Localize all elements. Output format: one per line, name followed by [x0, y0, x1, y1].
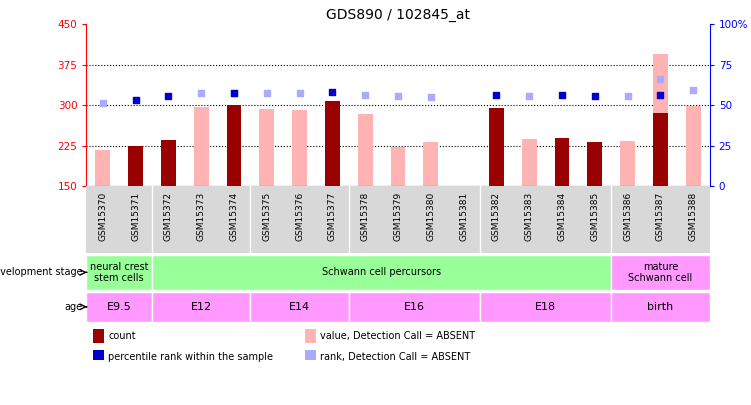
Point — [654, 91, 666, 98]
Bar — [555, 138, 569, 186]
Bar — [161, 141, 176, 186]
Text: GSM15381: GSM15381 — [459, 192, 468, 241]
Bar — [86, 255, 152, 290]
Text: E16: E16 — [404, 302, 425, 312]
Point — [261, 90, 273, 97]
Bar — [92, 350, 104, 363]
Text: GSM15377: GSM15377 — [328, 192, 337, 241]
Point — [130, 97, 142, 103]
Bar — [305, 330, 315, 343]
Text: GSM15387: GSM15387 — [656, 192, 665, 241]
Point — [687, 87, 699, 94]
Bar — [325, 101, 339, 186]
Bar — [489, 108, 504, 186]
Bar — [611, 255, 710, 290]
Bar — [653, 54, 668, 186]
Bar — [194, 107, 209, 186]
Text: GSM15371: GSM15371 — [131, 192, 140, 241]
Bar — [587, 142, 602, 186]
Text: E9.5: E9.5 — [107, 302, 131, 312]
Bar — [620, 141, 635, 186]
Bar — [391, 147, 406, 186]
Text: GSM15383: GSM15383 — [525, 192, 534, 241]
Text: GSM15374: GSM15374 — [230, 192, 239, 241]
Text: count: count — [108, 331, 136, 341]
Bar — [92, 330, 104, 343]
Point — [425, 94, 437, 100]
Point — [195, 90, 207, 96]
Text: GSM15372: GSM15372 — [164, 192, 173, 241]
Text: GSM15378: GSM15378 — [360, 192, 369, 241]
Text: age: age — [65, 302, 83, 312]
Text: rank, Detection Call = ABSENT: rank, Detection Call = ABSENT — [320, 352, 470, 362]
Bar — [348, 292, 480, 322]
Text: GSM15388: GSM15388 — [689, 192, 698, 241]
Point — [294, 90, 306, 97]
Point — [523, 92, 535, 99]
Bar — [424, 142, 439, 186]
Bar — [653, 113, 668, 186]
Point — [622, 92, 634, 99]
Point — [162, 93, 174, 99]
Point — [97, 99, 109, 106]
Bar — [86, 292, 152, 322]
Point — [228, 90, 240, 97]
Text: value, Detection Call = ABSENT: value, Detection Call = ABSENT — [320, 331, 475, 341]
Text: birth: birth — [647, 302, 674, 312]
Text: GSM15376: GSM15376 — [295, 192, 304, 241]
Bar — [357, 115, 372, 186]
Text: percentile rank within the sample: percentile rank within the sample — [108, 352, 273, 362]
Bar — [250, 292, 348, 322]
Bar — [522, 139, 537, 186]
Bar — [259, 109, 274, 186]
Text: GSM15384: GSM15384 — [557, 192, 566, 241]
Bar — [686, 107, 701, 186]
Text: GSM15370: GSM15370 — [98, 192, 107, 241]
Bar — [227, 105, 241, 186]
Text: GSM15382: GSM15382 — [492, 192, 501, 241]
Point — [392, 92, 404, 99]
Bar — [305, 350, 315, 363]
Text: GSM15386: GSM15386 — [623, 192, 632, 241]
Text: E18: E18 — [535, 302, 556, 312]
Bar — [128, 146, 143, 186]
Title: GDS890 / 102845_at: GDS890 / 102845_at — [326, 8, 470, 22]
Text: E12: E12 — [191, 302, 212, 312]
Text: GSM15380: GSM15380 — [427, 192, 436, 241]
Text: GSM15375: GSM15375 — [262, 192, 271, 241]
Point — [589, 93, 601, 99]
Text: development stage: development stage — [0, 267, 83, 277]
Point — [327, 89, 339, 95]
Text: mature
Schwann cell: mature Schwann cell — [629, 262, 692, 283]
Point — [556, 91, 568, 98]
Text: GSM15373: GSM15373 — [197, 192, 206, 241]
Text: Schwann cell percursors: Schwann cell percursors — [322, 267, 441, 277]
Text: E14: E14 — [289, 302, 310, 312]
Point — [490, 91, 502, 98]
Bar — [152, 292, 250, 322]
Bar — [95, 149, 110, 186]
Point — [228, 90, 240, 96]
Bar — [611, 292, 710, 322]
Point — [654, 76, 666, 83]
Text: GSM15379: GSM15379 — [394, 192, 403, 241]
Text: GSM15385: GSM15385 — [590, 192, 599, 241]
Bar — [480, 292, 611, 322]
Bar — [152, 255, 611, 290]
Bar — [292, 110, 307, 186]
Text: neural crest
stem cells: neural crest stem cells — [90, 262, 149, 283]
Point — [359, 91, 371, 98]
